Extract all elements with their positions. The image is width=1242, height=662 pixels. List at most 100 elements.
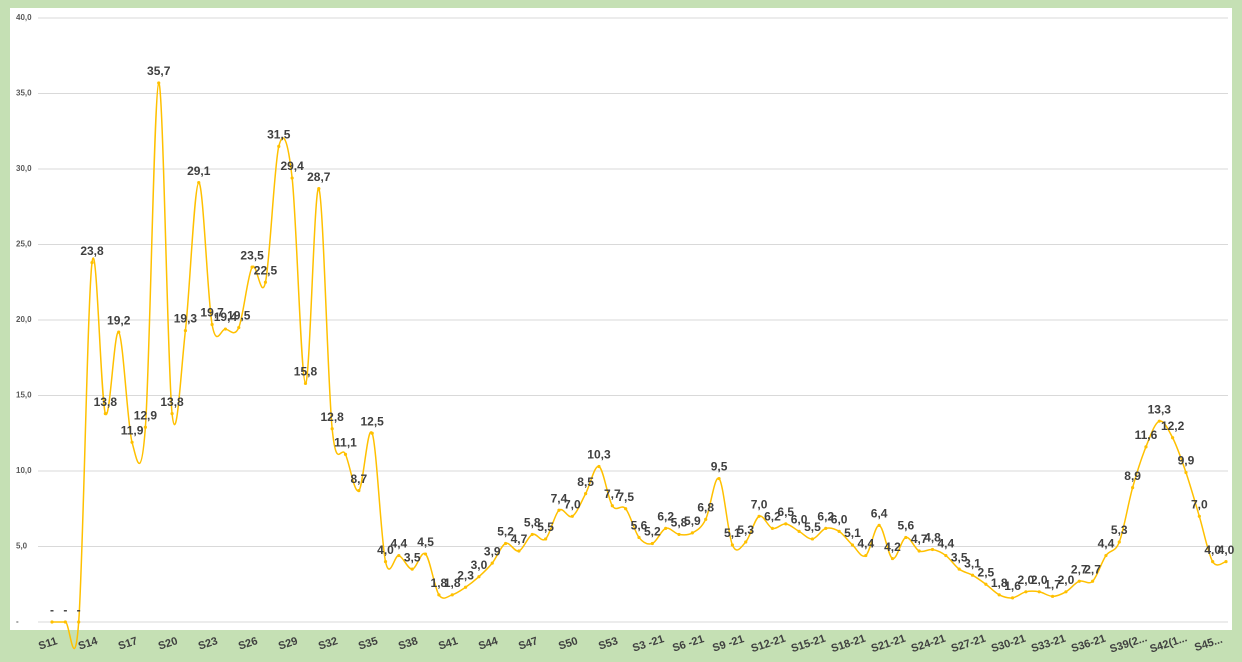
data-label: 5,1: [844, 526, 861, 540]
data-point: [103, 412, 107, 416]
data-label: 19,5: [227, 309, 251, 323]
data-point: [1010, 596, 1015, 600]
data-point: [437, 593, 441, 597]
data-label: 12,8: [320, 410, 344, 424]
data-point: [930, 547, 935, 552]
data-label: 3,5: [404, 550, 421, 564]
data-point: [277, 144, 281, 148]
data-label: 29,1: [187, 164, 211, 178]
data-label: 2,0: [1031, 573, 1048, 587]
data-label: 23,8: [80, 244, 104, 258]
data-label: 5,5: [537, 520, 554, 534]
data-label: -: [77, 603, 81, 617]
data-label: 5,2: [644, 525, 661, 539]
data-point: [677, 532, 681, 537]
data-label: 6,2: [764, 510, 781, 524]
data-point: [810, 537, 815, 541]
y-tick-label: 30,0: [16, 164, 32, 173]
data-point: [1157, 419, 1161, 423]
data-label: 5,1: [724, 526, 741, 540]
data-label: 4,5: [417, 535, 434, 549]
x-tick-label: S47: [517, 635, 539, 652]
data-label: 19,3: [174, 312, 198, 326]
data-point: [1090, 579, 1095, 583]
data-point: [290, 176, 294, 180]
data-label: 4,7: [511, 532, 528, 546]
data-label: 1,8: [444, 576, 461, 590]
data-point: [237, 325, 241, 330]
data-point: [970, 573, 975, 577]
x-tick-label: S35: [357, 635, 379, 652]
x-tick-label: S29: [277, 635, 299, 652]
data-label: 4,4: [857, 537, 874, 551]
data-point: [1131, 486, 1135, 490]
data-point: [1184, 470, 1188, 475]
data-point: [850, 543, 855, 547]
data-point: [90, 261, 94, 265]
x-tick-label: S21-21: [870, 633, 907, 655]
y-tick-label: 10,0: [16, 466, 32, 475]
data-label: 31,5: [267, 128, 291, 142]
x-tick-label: S9 -21: [711, 633, 746, 654]
data-label: 3,1: [964, 556, 981, 570]
data-point: [1197, 514, 1201, 518]
y-tick-label: 5,0: [16, 542, 28, 551]
data-label: 11,1: [334, 436, 357, 450]
data-point: [210, 322, 214, 327]
data-point: [370, 431, 374, 435]
data-point: [637, 535, 641, 540]
data-label: 5,6: [897, 519, 914, 533]
data-label: 4,0: [377, 543, 394, 557]
data-point: [584, 492, 588, 496]
data-label: -: [50, 603, 54, 617]
data-point: [263, 280, 268, 284]
data-label: 13,8: [160, 395, 184, 409]
data-point: [797, 529, 801, 534]
data-point: [197, 180, 201, 185]
data-point: [397, 553, 401, 558]
x-tick-label: S42(1...: [1148, 632, 1188, 655]
data-label: 10,3: [587, 448, 611, 462]
data-point: [517, 549, 521, 553]
data-point: [317, 187, 321, 191]
data-label: 5,3: [1111, 523, 1128, 537]
data-label: -: [63, 603, 67, 617]
x-tick-label: S45...: [1193, 634, 1224, 654]
data-point: [1037, 590, 1041, 594]
data-label: 12,9: [134, 408, 158, 422]
data-point: [423, 552, 428, 556]
data-point: [597, 464, 601, 469]
data-point: [77, 620, 81, 624]
data-label: 6,0: [831, 513, 848, 527]
data-point: [904, 535, 908, 540]
data-point: [450, 593, 454, 597]
x-tick-label: S53: [597, 635, 619, 652]
data-label: 19,7: [200, 306, 224, 320]
data-point: [717, 476, 721, 481]
data-point: [984, 582, 988, 586]
data-label: 6,8: [697, 500, 714, 514]
data-point: [357, 489, 361, 493]
data-label: 8,7: [350, 472, 367, 486]
data-label: 6,5: [777, 505, 794, 519]
data-point: [223, 327, 228, 331]
data-point: [1050, 594, 1055, 598]
data-label: 9,5: [711, 460, 728, 474]
data-label: 4,4: [391, 537, 408, 551]
data-label: 8,9: [1124, 469, 1141, 483]
data-point: [624, 507, 628, 511]
data-point: [757, 514, 761, 518]
data-label: 2,3: [457, 568, 474, 582]
data-point: [330, 427, 334, 431]
data-label: 29,4: [280, 159, 304, 173]
data-point: [130, 440, 134, 444]
data-label: 2,7: [1084, 562, 1101, 576]
data-label: 1,8: [431, 576, 448, 590]
x-tick-label: S33-21: [1030, 633, 1067, 655]
x-tick-label: S3 -21: [631, 633, 666, 654]
data-point: [784, 522, 788, 526]
data-point: [957, 567, 961, 571]
data-point: [1211, 560, 1215, 564]
data-label: 4,0: [1218, 543, 1235, 557]
